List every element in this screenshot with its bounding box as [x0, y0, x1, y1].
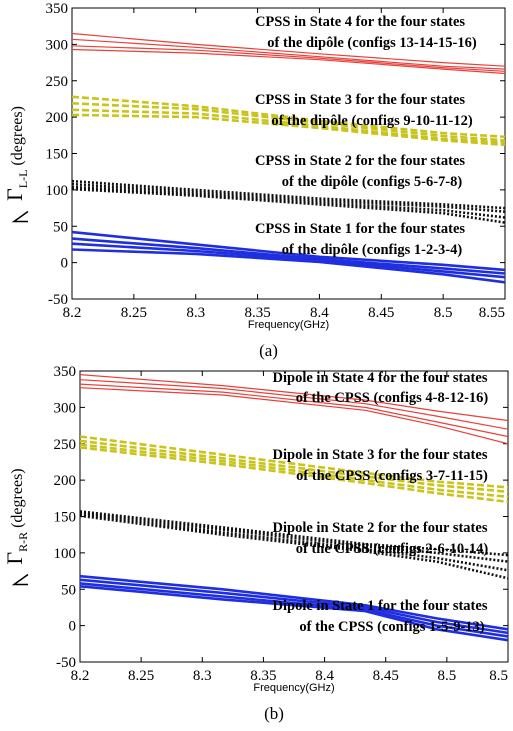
series-group — [72, 32, 505, 284]
series-line-2-2 — [72, 185, 505, 219]
series-line-3-3 — [72, 248, 505, 284]
y-tick-label: -50 — [48, 292, 68, 308]
series-line-3-1 — [80, 578, 508, 635]
x-tick-label: 8.25 — [121, 305, 147, 321]
annotation-line2: of the dipôle (configs 1-2-3-4) — [282, 242, 463, 258]
x-tick-label: 8.35 — [244, 305, 270, 321]
series-line-1-2 — [72, 108, 505, 144]
y-tick-label: 350 — [46, 1, 69, 17]
y-axis-label-subscript: R-R — [16, 532, 30, 552]
y-axis-label-unit: (degrees) — [9, 106, 26, 170]
annotation-line1: CPSS in State 1 for the four states — [255, 221, 465, 237]
y-tick-label: 250 — [46, 74, 69, 90]
y-tick-label: 150 — [46, 147, 69, 163]
panel-caption: (b) — [264, 704, 284, 723]
series-line-2-3 — [72, 187, 505, 224]
x-tick-label: 8.4 — [310, 305, 329, 321]
x-tick-label: 8.25 — [128, 668, 154, 684]
y-tick-label: 150 — [54, 510, 77, 526]
x-tick-label: 8.5 — [437, 668, 456, 684]
series-line-1-2 — [80, 443, 508, 499]
y-axis-label-unit: (degrees) — [9, 468, 26, 532]
series-line-2-3 — [80, 514, 508, 580]
angle-icon — [11, 210, 29, 223]
series-line-1-1 — [72, 102, 505, 142]
annotation-line1: Dipole in State 4 for the four states — [273, 370, 488, 386]
y-tick-label: 100 — [54, 546, 77, 562]
chart-panel-b: -50 0 50 100 150 200 250 300 350 8.2 8.25 8.3 8.35 8.… — [2, 364, 509, 723]
y-tick-label: 50 — [53, 219, 68, 235]
series-line-2-0 — [72, 179, 505, 210]
x-tick-label: 8.35 — [250, 668, 276, 684]
annotation-line1: Dipole in State 1 for the four states — [273, 598, 488, 614]
angle-icon — [11, 573, 29, 586]
annotation-line1: Dipole in State 2 for the four states — [273, 520, 488, 536]
annotation-line1: CPSS in State 3 for the four states — [255, 92, 465, 108]
x-axis-label: Frequency(GHz) — [253, 682, 334, 694]
x-tick-label: 8.5 — [489, 668, 508, 684]
annotation-line2: of the CPSS (configs 2-6-10-14) — [296, 541, 489, 557]
y-tick-label: -50 — [56, 655, 76, 671]
annotation-line1: CPSS in State 4 for the four states — [255, 14, 465, 30]
x-tick-label: 8.2 — [63, 305, 82, 321]
series-line-0-1 — [80, 379, 508, 430]
annotation-line2: of the CPSS (configs 4-8-12-16) — [296, 390, 489, 406]
series-group — [80, 374, 508, 642]
panel-caption: (a) — [259, 341, 278, 360]
series-line-3-1 — [72, 237, 505, 275]
series-line-3-2 — [80, 582, 508, 638]
series-line-0-0 — [72, 32, 505, 67]
annotation-line2: of the CPSS (configs 3-7-11-15) — [296, 468, 488, 484]
series-line-1-0 — [80, 435, 508, 489]
y-tick-label: 250 — [54, 437, 77, 453]
annotation-line2: of the dipôle (configs 9-10-11-12) — [271, 113, 473, 129]
series-line-1-0 — [72, 95, 505, 139]
x-tick-label: 8.55 — [479, 305, 505, 321]
annotation-line1: Dipole in State 3 for the four states — [273, 447, 488, 463]
y-tick-label: 50 — [61, 582, 76, 598]
y-tick-label: 0 — [61, 256, 69, 272]
series-line-1-3 — [72, 113, 505, 147]
series-line-3-3 — [80, 585, 508, 642]
y-tick-label: 200 — [54, 473, 77, 489]
series-line-0-0 — [80, 374, 508, 422]
series-line-1-3 — [80, 446, 508, 504]
y-tick-label: 0 — [69, 619, 77, 635]
y-axis-label-subscript: L-L — [16, 170, 30, 189]
y-axis-label-symbol: Γ — [2, 552, 27, 565]
x-tick-label: 8.3 — [193, 668, 212, 684]
y-tick-label: 300 — [54, 400, 77, 416]
y-axis-label: ΓL-L (degrees) — [2, 106, 30, 201]
x-tick-label: 8.5 — [434, 305, 453, 321]
x-axis-label: Frequency(GHz) — [248, 319, 329, 331]
series-line-3-0 — [72, 230, 505, 272]
series-line-2-1 — [72, 182, 505, 213]
annotation-line2: of the CPSS (configs 1-5-9-13) — [299, 619, 484, 635]
y-tick-label: 100 — [46, 183, 69, 199]
chart-panel-a: -50 0 50 100 150 200 250 300 350 8.2 8.25 8.3 8.35 8.… — [2, 1, 506, 360]
annotation-line1: CPSS in State 2 for the four states — [255, 153, 465, 169]
y-tick-label: 200 — [46, 110, 69, 126]
y-axis-label: ΓR-R (degrees) — [2, 468, 30, 564]
series-line-1-1 — [80, 439, 508, 494]
y-tick-label: 300 — [46, 37, 69, 53]
series-line-0-2 — [72, 45, 505, 72]
annotation-line2: of the dipôle (configs 13-14-15-16) — [267, 35, 477, 51]
series-line-0-3 — [72, 48, 505, 75]
x-tick-label: 8.3 — [186, 305, 205, 321]
series-line-0-2 — [80, 383, 508, 438]
series-line-3-2 — [72, 242, 505, 279]
series-line-0-1 — [72, 38, 505, 70]
series-line-3-0 — [80, 574, 508, 631]
x-tick-label: 8.4 — [315, 668, 334, 684]
x-tick-label: 8.2 — [71, 668, 90, 684]
x-tick-label: 8.45 — [373, 668, 399, 684]
x-tick-label: 8.45 — [368, 305, 394, 321]
annotation-line2: of the dipôle (configs 5-6-7-8) — [282, 174, 463, 190]
series-line-0-3 — [80, 387, 508, 445]
y-tick-label: 350 — [54, 364, 77, 380]
y-axis-label-symbol: Γ — [2, 188, 27, 201]
